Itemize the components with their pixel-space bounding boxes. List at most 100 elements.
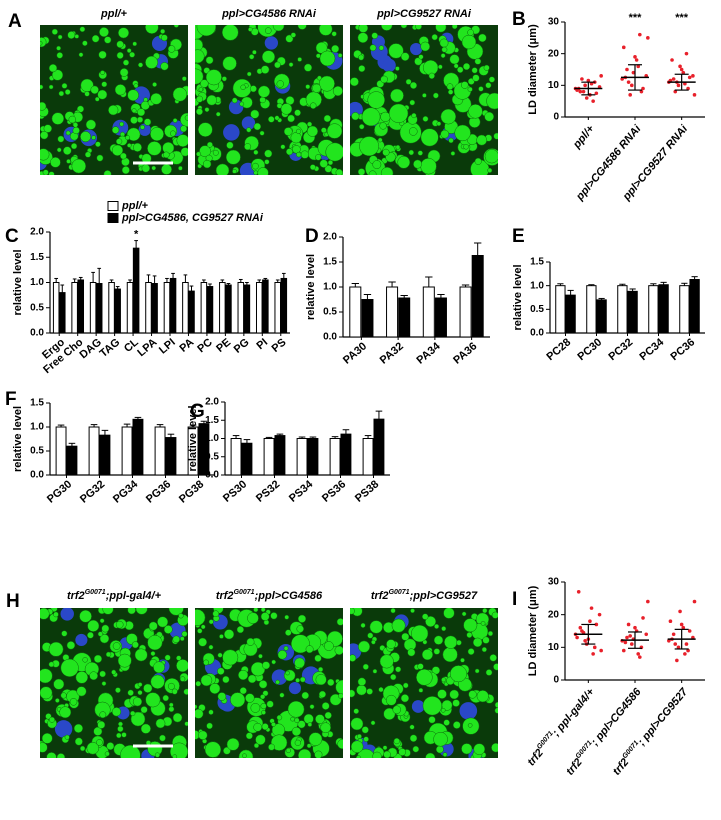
lipid-droplet (71, 158, 87, 174)
lipid-droplet (260, 65, 270, 74)
lipid-droplet (245, 693, 255, 703)
lipid-droplet (272, 25, 285, 32)
lipid-droplet (336, 618, 343, 626)
lipid-droplet (205, 69, 222, 86)
lipid-droplet (161, 163, 172, 175)
image-title: trf2G0071;ppl>CG4586 (216, 589, 323, 602)
lipid-droplet (270, 612, 278, 620)
lipid-droplet (80, 131, 92, 143)
lipid-droplet (112, 642, 121, 650)
x-tick-label: PC (195, 336, 214, 355)
lipid-droplet (312, 83, 322, 93)
lipid-droplet (75, 671, 89, 684)
lipid-droplet (260, 702, 267, 710)
data-point (684, 642, 689, 646)
lipid-droplet (306, 121, 313, 127)
bar (280, 277, 288, 334)
lipid-droplet (400, 25, 408, 29)
lipid-droplet (99, 670, 106, 678)
data-point (626, 622, 631, 627)
lipid-droplet (151, 165, 157, 171)
lipid-droplet (309, 704, 315, 710)
lipid-droplet (74, 737, 83, 746)
lipid-droplet (413, 159, 423, 169)
lipid-droplet (183, 688, 188, 695)
lipid-droplet (167, 45, 176, 53)
lipid-droplet (252, 49, 257, 55)
lipid-droplet (491, 742, 498, 753)
lipid-droplet (287, 114, 295, 123)
lipid-droplet (301, 691, 309, 700)
lipid-droplet (294, 657, 305, 669)
lipid-droplet (450, 151, 456, 156)
lipid-droplet (467, 29, 474, 36)
bar (188, 290, 195, 334)
panel-letter: C (5, 226, 19, 247)
lipid-droplet (323, 641, 334, 652)
lipid-droplet (247, 674, 257, 684)
lipid-droplet (116, 51, 124, 59)
lipid-droplet (199, 145, 211, 158)
lipid-droplet (370, 720, 376, 726)
lipid-droplet (206, 141, 213, 148)
bar (200, 282, 208, 334)
x-tick-label: PC32 (606, 336, 635, 363)
lipid-droplet (415, 25, 422, 30)
text-part: ;ppl>CG9527 (410, 590, 478, 602)
lipid-droplet (115, 687, 121, 693)
data-point (679, 67, 684, 72)
data-point (676, 83, 681, 88)
lipid-droplet (238, 669, 249, 681)
lipid-droplet (449, 689, 459, 700)
lipid-droplet (198, 730, 208, 740)
lipid-droplet (357, 677, 367, 686)
lipid-droplet (40, 148, 50, 161)
lipid-droplet (441, 626, 447, 632)
lipid-droplet (474, 668, 480, 674)
y-tick-label: 0.0 (530, 328, 544, 339)
x-tick-label: PI (254, 336, 270, 352)
data-point (594, 622, 599, 627)
lipid-droplet (93, 654, 103, 663)
lipid-droplet (287, 700, 305, 718)
lipid-droplet (448, 137, 454, 144)
lipid-droplet (284, 614, 290, 620)
lipid-droplet (369, 44, 377, 52)
bar (617, 285, 628, 334)
lipid-droplet (300, 150, 309, 159)
lipid-droplet (357, 168, 366, 175)
data-point (589, 606, 594, 610)
lipid-droplet (305, 84, 311, 90)
x-tick-label: PA34 (415, 340, 444, 367)
lipid-droplet (152, 82, 158, 87)
image-title: ppl>CG9527 RNAi (376, 8, 472, 20)
lipid-droplet (179, 676, 186, 682)
lipid-droplet (441, 677, 447, 683)
lipid-droplet (441, 699, 453, 711)
data-point (626, 80, 631, 84)
lipid-droplet (446, 83, 454, 91)
lipid-droplet (69, 698, 78, 706)
lipid-droplet (261, 710, 266, 715)
data-point (629, 83, 634, 88)
lipid-droplet (240, 84, 246, 91)
lipid-droplet (132, 41, 137, 47)
bar (145, 282, 152, 334)
lipid-droplet (283, 645, 289, 651)
lipid-droplet (126, 48, 132, 53)
nucleus (138, 123, 151, 136)
lipid-droplet (468, 104, 483, 119)
lipid-droplet (473, 743, 486, 755)
x-tick-label: PS36 (320, 478, 348, 504)
lipid-droplet (400, 694, 410, 703)
lipid-droplet (246, 637, 255, 646)
lipid-droplet (471, 67, 478, 74)
lipid-droplet (308, 732, 323, 746)
lipid-droplet (93, 726, 103, 736)
bar (434, 297, 447, 338)
data-point (639, 89, 644, 94)
lipid-droplet (452, 699, 460, 707)
lipid-droplet (277, 650, 288, 660)
lipid-droplet (431, 34, 438, 41)
